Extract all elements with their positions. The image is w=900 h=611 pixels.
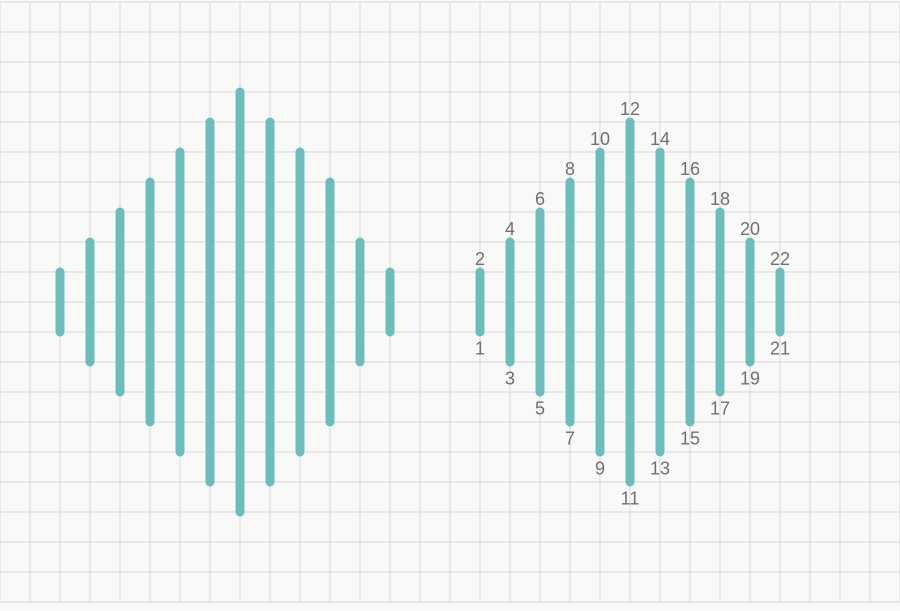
- stitch-bottom-label: 5: [535, 398, 545, 418]
- stitch-top-label: 10: [590, 129, 610, 149]
- stitch-top-label: 18: [710, 189, 730, 209]
- stitch-top-label: 6: [535, 189, 545, 209]
- stitch-top-label: 16: [680, 159, 700, 179]
- stitch-bottom-label: 11: [621, 488, 640, 508]
- stitch-top-label: 12: [620, 99, 640, 119]
- stitch-bottom-label: 7: [565, 428, 575, 448]
- stitch-bottom-label: 3: [505, 368, 515, 388]
- stitch-bottom-label: 9: [595, 458, 605, 478]
- stitch-bottom-label: 13: [650, 458, 670, 478]
- stitch-diagram: 21436587109121114131615181720192221: [0, 0, 900, 611]
- stitch-top-label: 20: [740, 219, 760, 239]
- stitch-bottom-label: 19: [740, 368, 760, 388]
- stitch-bottom-label: 1: [475, 338, 485, 358]
- grid: [0, 2, 900, 602]
- stitch-top-label: 2: [475, 249, 485, 269]
- stitch-bottom-label: 15: [680, 428, 700, 448]
- stitch-bottom-label: 17: [710, 398, 730, 418]
- stitch-top-label: 22: [770, 249, 790, 269]
- stitch-bottom-label: 21: [770, 338, 790, 358]
- stitch-top-label: 14: [650, 129, 670, 149]
- stitch-top-label: 8: [565, 159, 575, 179]
- stitch-top-label: 4: [505, 219, 515, 239]
